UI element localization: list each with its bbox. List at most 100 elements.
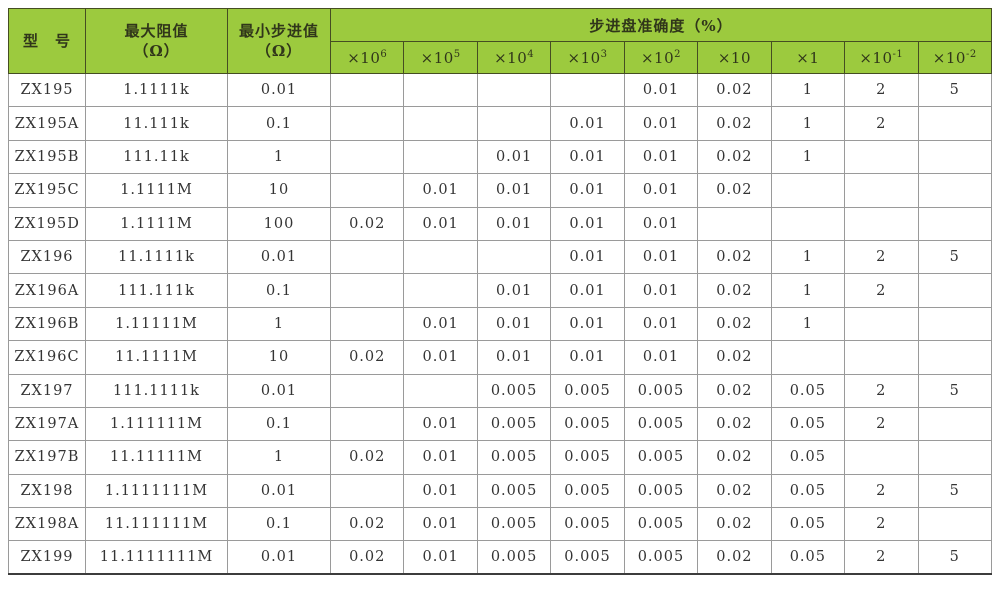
max-resistance-cell: 11.1111M <box>85 340 228 375</box>
multiplier-exponent: 2 <box>674 48 681 60</box>
accuracy-cell: 0.02 <box>697 273 772 308</box>
multiplier-base: ×1 <box>796 48 820 67</box>
accuracy-cell: 0.01 <box>476 206 552 241</box>
accuracy-cell: 0.01 <box>623 72 699 108</box>
model-cell: ZX195A <box>8 106 86 141</box>
accuracy-cell: 0.01 <box>476 173 552 208</box>
accuracy-cell <box>329 106 405 141</box>
accuracy-cell: 0.005 <box>550 406 625 442</box>
max-resistance-cell: 11.111111M <box>85 507 228 542</box>
max-resistance-cell: 1.111111M <box>85 406 228 442</box>
accuracy-cell: 0.01 <box>623 106 699 141</box>
accuracy-cell: 0.01 <box>403 340 478 375</box>
header-multiplier-4: ×102 <box>623 41 699 74</box>
accuracy-cell: 0.02 <box>697 173 772 208</box>
multiplier-exponent: 6 <box>380 48 388 60</box>
header-multiplier-5: ×10 <box>697 41 772 74</box>
header-min-step-label: 最小步进值 <box>238 21 319 40</box>
accuracy-cell: 1 <box>770 239 846 275</box>
page: 型 号 最大阻值 （Ω） 最小步进值 （Ω） 步进盘准确度（%） ×106 ×10… <box>8 8 992 576</box>
accuracy-cell <box>403 273 478 308</box>
accuracy-cell: 5 <box>917 373 992 408</box>
accuracy-cell: 0.02 <box>329 507 405 542</box>
accuracy-cell: 0.02 <box>697 306 772 342</box>
accuracy-cell: 2 <box>844 72 919 108</box>
accuracy-cell: 0.01 <box>550 306 625 342</box>
accuracy-cell: 0.01 <box>403 206 478 241</box>
accuracy-cell: 5 <box>917 473 992 509</box>
accuracy-cell: 2 <box>844 239 919 275</box>
min-step-cell: 10 <box>227 173 331 208</box>
accuracy-cell <box>697 206 772 241</box>
accuracy-cell: 0.02 <box>697 507 772 542</box>
accuracy-cell <box>844 306 919 342</box>
accuracy-cell <box>329 72 405 108</box>
min-step-cell: 0.1 <box>227 507 331 542</box>
accuracy-cell <box>550 72 625 108</box>
model-cell: ZX199 <box>8 540 86 575</box>
accuracy-cell <box>329 306 405 342</box>
max-resistance-cell: 1.1111M <box>85 173 228 208</box>
header-multiplier-2: ×104 <box>476 41 552 74</box>
accuracy-cell <box>329 239 405 275</box>
min-step-cell: 1 <box>227 440 331 475</box>
table-row: ZX195B 111.11k 1 0.01 0.01 0.01 0.02 1 <box>8 139 992 175</box>
model-cell: ZX195D <box>8 206 86 241</box>
header-multiplier-8: ×10-2 <box>917 41 992 74</box>
max-resistance-cell: 11.111k <box>85 106 228 141</box>
accuracy-cell: 0.02 <box>697 340 772 375</box>
accuracy-cell: 5 <box>917 72 992 108</box>
header-accuracy-group: 步进盘准确度（%） <box>330 8 992 42</box>
accuracy-cell: 0.01 <box>623 340 699 375</box>
multiplier-exponent: 5 <box>453 48 461 60</box>
accuracy-cell <box>476 106 552 141</box>
table-row: ZX195A 11.111k 0.1 0.01 0.01 0.02 1 2 <box>8 106 992 141</box>
min-step-cell: 0.01 <box>227 473 331 509</box>
accuracy-cell <box>770 206 846 241</box>
accuracy-cell <box>476 239 552 275</box>
accuracy-cell: 0.05 <box>770 440 846 475</box>
max-resistance-cell: 111.1111k <box>85 373 228 408</box>
min-step-cell: 1 <box>227 139 331 175</box>
accuracy-cell <box>917 306 992 342</box>
accuracy-cell: 1 <box>770 306 846 342</box>
min-step-cell: 10 <box>227 340 331 375</box>
max-resistance-cell: 111.111k <box>85 273 228 308</box>
accuracy-cell: 0.005 <box>476 473 552 509</box>
accuracy-cell: 0.02 <box>329 340 405 375</box>
max-resistance-cell: 11.1111k <box>85 239 228 275</box>
model-cell: ZX195B <box>8 139 86 175</box>
accuracy-cell <box>844 440 919 475</box>
header-min-step-unit: （Ω） <box>255 42 303 60</box>
accuracy-cell: 0.01 <box>476 306 552 342</box>
table-row: ZX199 11.1111111M 0.01 0.02 0.01 0.005 0.005 0.… <box>8 540 992 575</box>
accuracy-cell: 0.01 <box>476 273 552 308</box>
accuracy-cell: 0.005 <box>550 373 625 408</box>
header-multiplier-6: ×1 <box>770 41 846 74</box>
accuracy-cell: 0.005 <box>623 373 699 408</box>
accuracy-cell: 0.02 <box>697 72 772 108</box>
table-header: 型 号 最大阻值 （Ω） 最小步进值 （Ω） 步进盘准确度（%） ×106 ×10… <box>8 8 992 74</box>
accuracy-cell: 0.005 <box>476 406 552 442</box>
accuracy-cell: 0.02 <box>329 540 405 575</box>
resistance-box-spec-table: 型 号 最大阻值 （Ω） 最小步进值 （Ω） 步进盘准确度（%） ×106 ×10… <box>8 8 992 576</box>
accuracy-cell <box>917 340 992 375</box>
table-row: ZX198A 11.111111M 0.1 0.02 0.01 0.005 0.005 0.0… <box>8 507 992 542</box>
multiplier-base: ×10 <box>420 48 454 67</box>
accuracy-cell <box>329 473 405 509</box>
accuracy-cell <box>403 72 478 108</box>
accuracy-cell: 0.02 <box>697 106 772 141</box>
accuracy-cell: 2 <box>844 406 919 442</box>
accuracy-cell: 0.02 <box>697 406 772 442</box>
multiplier-base: ×10 <box>717 48 751 67</box>
accuracy-cell: 0.005 <box>623 406 699 442</box>
table-row: ZX197 111.1111k 0.01 0.005 0.005 0.005 0.02 0.0… <box>8 373 992 408</box>
accuracy-cell: 0.01 <box>403 507 478 542</box>
header-model: 型 号 <box>8 8 86 74</box>
header-model-label: 型 号 <box>22 31 71 50</box>
accuracy-cell <box>403 139 478 175</box>
accuracy-cell: 0.05 <box>770 473 846 509</box>
min-step-cell: 100 <box>227 206 331 241</box>
accuracy-cell <box>917 106 992 141</box>
table-row: ZX195 1.1111k 0.01 0.01 0.02 1 2 5 <box>8 72 992 108</box>
